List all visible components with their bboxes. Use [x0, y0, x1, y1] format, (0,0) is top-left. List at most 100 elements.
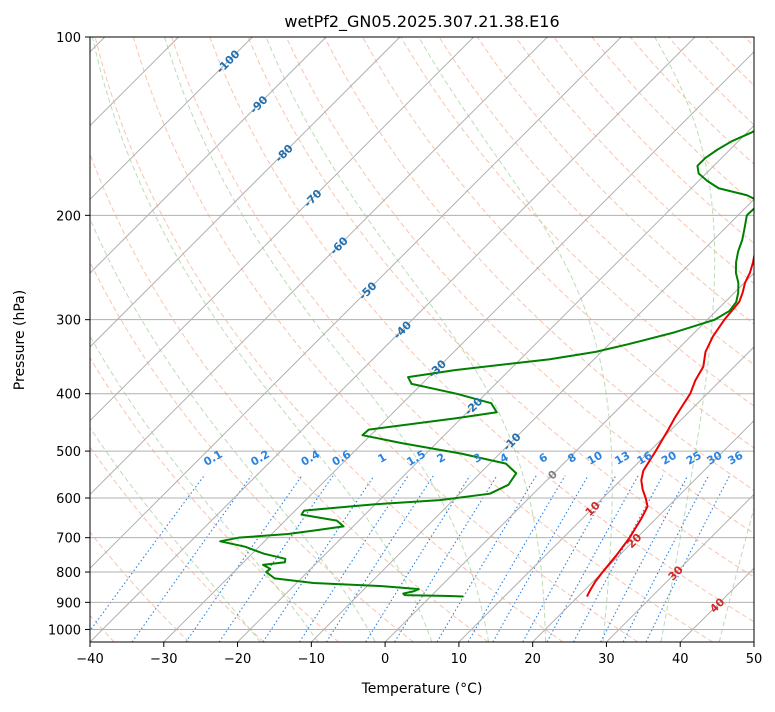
isotherm — [90, 37, 401, 348]
dry-adiabat — [90, 356, 339, 642]
y-tick-label: 800 — [56, 566, 81, 581]
dry-adiabat — [553, 37, 754, 245]
x-tick-label: −20 — [224, 652, 251, 667]
x-tick-label: 0 — [381, 652, 389, 667]
isotherm — [458, 346, 754, 642]
x-tick-label: −10 — [298, 652, 325, 667]
plot-frame — [89, 36, 755, 643]
dry-adiabat — [438, 37, 754, 366]
moist-adiabat — [91, 37, 433, 642]
dry-adiabat — [90, 446, 265, 642]
dry-adiabat — [744, 37, 754, 48]
mixing-ratio-line — [131, 475, 252, 642]
y-axis-ticks: 100 200 300 400 500 600 700 800 900 1000 — [48, 31, 90, 638]
mixing-ratio-line — [90, 475, 205, 632]
x-tick-label: 50 — [746, 652, 763, 667]
dry-adiabats — [90, 37, 754, 642]
mixing-ratio-label: 8 — [565, 451, 578, 466]
isotherm — [90, 37, 622, 569]
isotherm — [163, 51, 754, 642]
x-tick-label: 10 — [451, 652, 468, 667]
pressure-gridlines — [90, 37, 754, 630]
mixing-ratio-line — [522, 475, 617, 642]
chart-title: wetPf2_GN05.2025.307.21.38.E16 — [284, 12, 559, 32]
dewpoint-line — [219, 129, 754, 598]
isotherm — [753, 641, 754, 642]
y-tick-label: 300 — [56, 314, 81, 329]
x-axis-ticks: −40 −30 −20 −10 0 10 20 30 40 50 — [76, 642, 762, 667]
dry-adiabat — [706, 37, 754, 87]
dry-adiabat — [667, 37, 754, 126]
mixing-ratio-label: 2 — [435, 451, 448, 466]
x-tick-label: 30 — [598, 652, 615, 667]
dry-adiabat — [90, 152, 489, 642]
isotherm — [532, 419, 754, 642]
mixing-ratio-label: 6 — [537, 450, 550, 465]
moist-adiabat — [90, 217, 376, 642]
dry-adiabat — [90, 260, 414, 642]
moist-adiabat — [265, 37, 547, 642]
temperature-line — [586, 251, 754, 598]
isotherm-label: 20 — [624, 531, 644, 551]
mixing-ratio-line — [492, 475, 589, 642]
dry-adiabat — [323, 37, 754, 491]
mixing-ratio-line — [573, 475, 664, 642]
mixing-ratio-line — [394, 475, 498, 642]
mixing-ratio-line — [325, 475, 434, 642]
isotherm-label: -80 — [273, 142, 296, 165]
isotherm — [606, 493, 754, 642]
plot-area: 0.1 0.2 0.4 0.6 1 1.5 2 3 4 6 8 10 13 16 20 25 30 36-100-… — [90, 37, 754, 642]
mixing-ratio-line — [365, 475, 471, 642]
dry-adiabat — [132, 37, 639, 642]
isotherms — [90, 37, 754, 642]
mixing-ratio-lines — [90, 475, 731, 642]
moist-adiabats — [90, 37, 754, 642]
x-tick-label: −40 — [76, 652, 103, 667]
isotherm — [310, 198, 754, 642]
isotherm-label: -70 — [301, 187, 324, 210]
isotherm — [90, 37, 475, 422]
y-tick-label: 400 — [56, 388, 81, 403]
x-tick-label: 40 — [672, 652, 689, 667]
dry-adiabat — [629, 37, 754, 165]
moist-adiabat — [164, 37, 490, 642]
line-labels: 0.1 0.2 0.4 0.6 1 1.5 2 3 4 6 8 10 13 16 20 25 30 36-100-… — [201, 47, 745, 615]
y-tick-label: 1000 — [48, 623, 81, 638]
y-tick-label: 100 — [56, 31, 81, 46]
moist-adiabat — [654, 37, 716, 642]
y-tick-label: 500 — [56, 445, 81, 460]
mixing-ratio-line — [262, 475, 375, 642]
isotherm — [384, 272, 754, 642]
x-axis-label: Temperature (°C) — [361, 681, 483, 697]
mixing-ratio-line — [546, 475, 639, 642]
dry-adiabat — [362, 37, 754, 449]
moist-adiabat — [418, 37, 613, 642]
y-tick-label: 200 — [56, 209, 81, 224]
y-tick-label: 900 — [56, 596, 81, 611]
mixing-ratio-line — [467, 475, 566, 642]
moist-adiabat — [718, 506, 754, 642]
moist-adiabat — [90, 426, 261, 642]
y-tick-label: 700 — [56, 532, 81, 547]
mixing-ratio-label: 1 — [376, 451, 389, 466]
isotherm — [90, 37, 253, 201]
isotherm — [90, 37, 327, 274]
isotherm — [90, 37, 696, 642]
y-tick-label: 600 — [56, 492, 81, 507]
mixing-ratio-line — [645, 475, 731, 642]
x-tick-label: 20 — [524, 652, 541, 667]
dry-adiabat — [209, 37, 754, 623]
isotherm — [679, 567, 754, 642]
dry-adiabat — [476, 37, 754, 325]
dry-adiabat — [515, 37, 754, 285]
isotherm — [90, 37, 548, 496]
moist-adiabat — [90, 335, 319, 642]
isotherm-label: 10 — [583, 499, 603, 519]
dry-adiabat — [171, 37, 713, 642]
dry-adiabat — [94, 37, 564, 642]
x-tick-label: −30 — [150, 652, 177, 667]
mixing-ratio-line — [436, 475, 537, 642]
sounding-series — [219, 129, 754, 598]
